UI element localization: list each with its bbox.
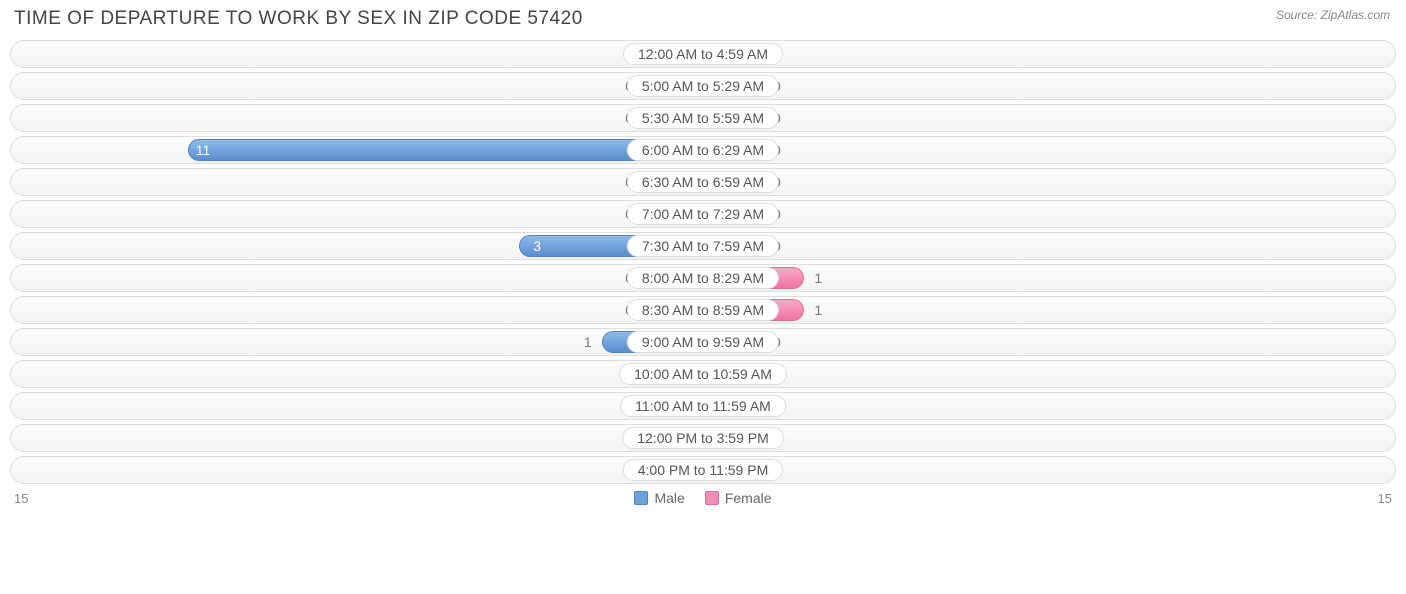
category-label: 12:00 AM to 4:59 AM [623,43,783,65]
chart-row: 005:30 AM to 5:59 AM [10,104,1396,132]
category-label: 8:30 AM to 8:59 AM [627,299,779,321]
category-label: 6:00 AM to 6:29 AM [627,139,779,161]
chart-row: 0011:00 AM to 11:59 AM [10,392,1396,420]
male-bar [188,139,703,161]
chart-title: TIME OF DEPARTURE TO WORK BY SEX IN ZIP … [14,8,583,30]
category-label: 7:30 AM to 7:59 AM [627,235,779,257]
legend-female: Female [705,490,772,506]
male-value: 1 [584,334,592,350]
chart-row: 0012:00 AM to 4:59 AM [10,40,1396,68]
chart-row: 004:00 PM to 11:59 PM [10,456,1396,484]
female-value: 1 [814,270,822,286]
category-label: 5:00 AM to 5:29 AM [627,75,779,97]
chart-row: 018:30 AM to 8:59 AM [10,296,1396,324]
legend-male-label: Male [654,490,684,506]
axis-max-right: 15 [1378,491,1392,506]
chart-row: 006:30 AM to 6:59 AM [10,168,1396,196]
category-label: 6:30 AM to 6:59 AM [627,171,779,193]
legend-female-swatch [705,491,719,505]
chart-axis: 15 Male Female 15 [10,490,1396,506]
male-value: 11 [196,142,211,158]
chart-legend: Male Female [634,490,771,506]
chart-row: 109:00 AM to 9:59 AM [10,328,1396,356]
chart-source: Source: ZipAtlas.com [1276,8,1390,22]
legend-female-label: Female [725,490,772,506]
category-label: 11:00 AM to 11:59 AM [620,395,786,417]
category-label: 12:00 PM to 3:59 PM [622,427,784,449]
category-label: 5:30 AM to 5:59 AM [627,107,779,129]
legend-male: Male [634,490,684,506]
category-label: 7:00 AM to 7:29 AM [627,203,779,225]
category-label: 10:00 AM to 10:59 AM [619,363,787,385]
chart-rows: 0012:00 AM to 4:59 AM 005:00 AM to 5:29 A… [10,40,1396,484]
chart-row: 307:30 AM to 7:59 AM [10,232,1396,260]
chart-row: 018:00 AM to 8:29 AM [10,264,1396,292]
chart-row: 007:00 AM to 7:29 AM [10,200,1396,228]
category-label: 8:00 AM to 8:29 AM [627,267,779,289]
chart-header: TIME OF DEPARTURE TO WORK BY SEX IN ZIP … [10,6,1396,30]
male-value: 3 [533,238,541,254]
category-label: 9:00 AM to 9:59 AM [627,331,779,353]
chart-row: 005:00 AM to 5:29 AM [10,72,1396,100]
chart-row: 1106:00 AM to 6:29 AM [10,136,1396,164]
legend-male-swatch [634,491,648,505]
chart-row: 0012:00 PM to 3:59 PM [10,424,1396,452]
chart-row: 0010:00 AM to 10:59 AM [10,360,1396,388]
category-label: 4:00 PM to 11:59 PM [623,459,783,481]
chart-container: TIME OF DEPARTURE TO WORK BY SEX IN ZIP … [0,0,1406,514]
axis-max-left: 15 [14,491,28,506]
female-value: 1 [814,302,822,318]
